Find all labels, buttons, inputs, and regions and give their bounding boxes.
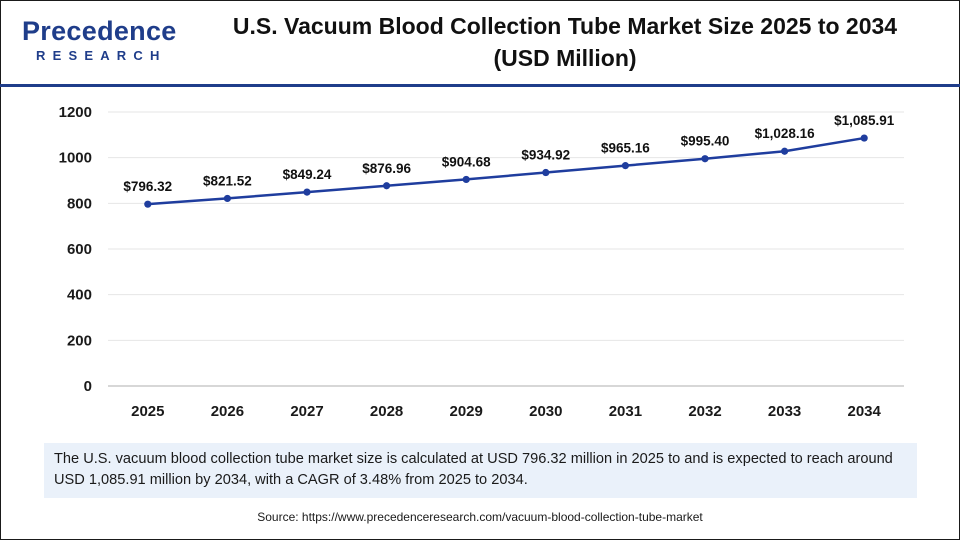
data-point <box>701 155 709 163</box>
data-label: $1,028.16 <box>755 126 816 141</box>
x-tick-label: 2025 <box>131 403 164 420</box>
y-tick-label: 200 <box>67 332 92 349</box>
data-point <box>542 168 550 177</box>
y-tick-label: 800 <box>67 195 92 212</box>
line-chart: 0 200 400 600 800 1000 1200 2025 2026 2027 2028 202… <box>59 104 904 420</box>
brand-name: Precedence <box>22 16 177 46</box>
data-point <box>860 134 868 142</box>
chart-title-line-1: U.S. Vacuum Blood Collection Tube Market… <box>232 13 898 39</box>
header-divider <box>0 84 960 87</box>
x-tick-label: 2030 <box>529 403 562 420</box>
source-note: Source: https://www.precedenceresearch.c… <box>257 510 703 524</box>
x-tick-label: 2033 <box>768 403 801 420</box>
data-point <box>223 194 231 203</box>
data-point <box>144 200 152 208</box>
data-label: $934.92 <box>521 148 570 163</box>
data-point <box>621 162 630 170</box>
data-label: $904.68 <box>442 154 491 169</box>
y-tick-label: 0 <box>84 378 92 395</box>
chart-title: U.S. Vacuum Blood Collection Tube Market… <box>180 10 950 74</box>
data-label: $876.96 <box>362 161 411 176</box>
data-label: $1,085.91 <box>834 113 895 128</box>
data-label: $849.24 <box>283 167 332 182</box>
brand-subtitle: RESEARCH <box>36 48 167 63</box>
data-label: $995.40 <box>681 134 730 149</box>
series-line <box>147 136 865 206</box>
x-tick-label: 2031 <box>609 403 642 420</box>
chart-title-line-2: (USD Million) <box>493 45 637 71</box>
data-point <box>462 175 470 184</box>
x-tick-label: 2028 <box>370 403 403 420</box>
data-label: $965.16 <box>601 141 650 156</box>
summary-text: The U.S. vacuum blood collection tube ma… <box>54 451 893 488</box>
x-tick-label: 2034 <box>848 403 882 420</box>
x-tick-label: 2029 <box>450 403 483 420</box>
data-label: $796.32 <box>123 179 172 194</box>
y-tick-label: 600 <box>67 241 92 258</box>
x-tick-label: 2032 <box>688 403 721 420</box>
y-tick-label: 1000 <box>59 150 92 167</box>
summary-box: The U.S. vacuum blood collection tube ma… <box>44 443 917 498</box>
data-point <box>781 147 789 155</box>
data-label: $821.52 <box>203 173 252 188</box>
y-tick-label: 400 <box>67 287 92 304</box>
brand-logo: Precedence RESEARCH <box>14 14 176 66</box>
y-tick-label: 1200 <box>59 104 92 121</box>
x-tick-label: 2026 <box>211 403 244 420</box>
data-point <box>383 182 391 190</box>
x-tick-label: 2027 <box>290 403 323 420</box>
data-point <box>303 188 311 196</box>
